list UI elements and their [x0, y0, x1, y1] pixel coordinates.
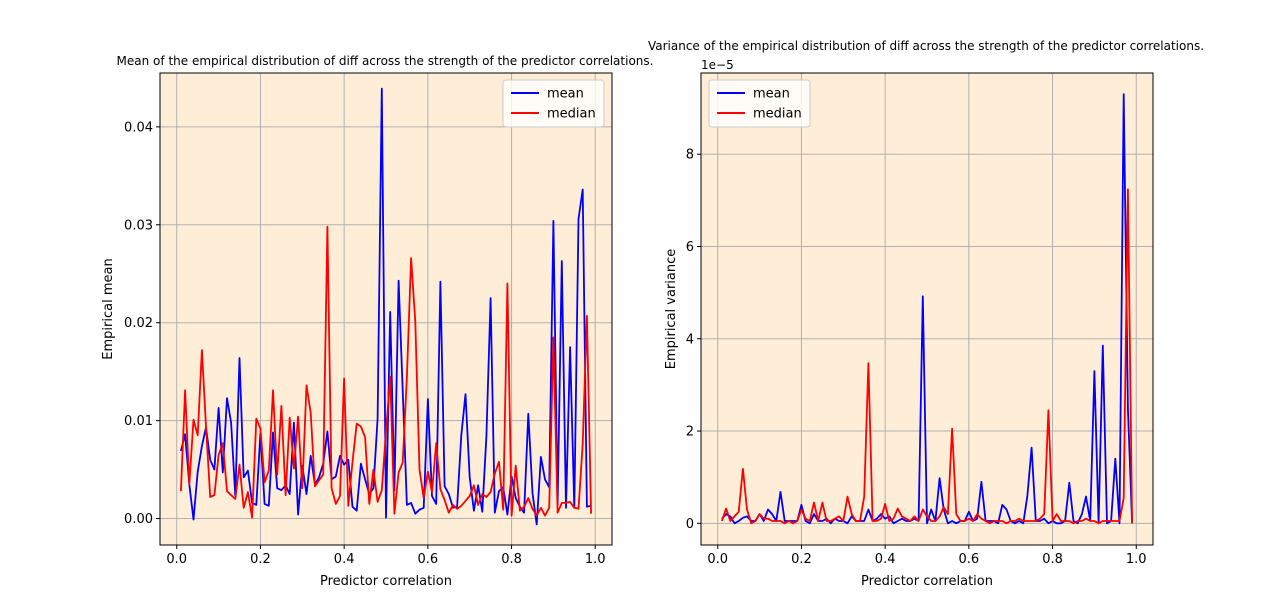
y-tick-label: 4 [686, 332, 694, 347]
legend-box [502, 79, 605, 128]
chart-mean: 0.0 0.2 0.4 0.6 0.8 1.0 0.00 0.01 0.02 0.03 0.04 M… [101, 54, 653, 589]
x-tick-label: 0.4 [875, 552, 896, 567]
y-axis-label-mean: Empirical mean [101, 258, 116, 359]
series-line-mean [180, 87, 592, 526]
x-tick-label: 0.0 [707, 552, 728, 567]
x-axis-label-variance: Predictor correlation [861, 574, 993, 589]
plot-area-variance [701, 73, 1153, 545]
axes-frame-variance [700, 72, 1154, 546]
ticks-variance: 0.0 0.2 0.4 0.6 0.8 1.0 0 2 4 6 8 [686, 148, 1147, 567]
legend-label-median: median [753, 107, 802, 122]
x-tick-label: 0.0 [166, 552, 187, 567]
x-tick-label: 1.0 [585, 552, 606, 567]
axes-frame-mean [159, 72, 613, 546]
y-tick-label: 0.02 [124, 316, 153, 331]
series-line-median [180, 225, 592, 519]
chart-title-variance: Variance of the empirical distribution o… [648, 39, 1204, 53]
y-tick-label: 8 [686, 148, 694, 163]
x-tick-label: 0.8 [1042, 552, 1063, 567]
y-tick-label: 0.00 [124, 512, 153, 527]
legend-label-mean: mean [753, 87, 790, 102]
y-tick-label: 0.03 [124, 218, 153, 233]
x-tick-label: 0.4 [334, 552, 355, 567]
y-tick-label: 0 [686, 517, 694, 532]
y-tick-label: 0.01 [124, 414, 153, 429]
series-mean-chart [180, 87, 592, 526]
ticks-mean: 0.0 0.2 0.4 0.6 0.8 1.0 0.00 0.01 0.02 0.03 0.04 [124, 120, 606, 567]
offset-text-variance: 1e−5 [701, 58, 734, 72]
x-axis-label-mean: Predictor correlation [320, 574, 452, 589]
x-tick-label: 0.6 [959, 552, 980, 567]
legend-label-mean: mean [547, 87, 584, 102]
legend-mean: mean median [502, 79, 605, 128]
legend-variance: mean median [708, 79, 811, 128]
legend-box [708, 79, 811, 128]
series-variance-chart [721, 93, 1133, 525]
x-tick-label: 0.2 [250, 552, 271, 567]
y-axis-label-variance: Empirical variance [664, 249, 679, 370]
chart-title-mean: Mean of the empirical distribution of di… [117, 54, 654, 68]
legend-label-median: median [547, 107, 596, 122]
series-line-median [721, 188, 1133, 525]
chart-variance: 0.0 0.2 0.4 0.6 0.8 1.0 0 2 4 6 8 Variance of the … [648, 39, 1204, 589]
x-tick-label: 0.8 [501, 552, 522, 567]
x-tick-label: 0.6 [418, 552, 439, 567]
y-tick-label: 6 [686, 240, 694, 255]
grid-variance [701, 73, 1153, 545]
x-tick-label: 0.2 [791, 552, 812, 567]
y-tick-label: 2 [686, 425, 694, 440]
x-tick-label: 1.0 [1126, 552, 1147, 567]
y-tick-label: 0.04 [124, 120, 153, 135]
